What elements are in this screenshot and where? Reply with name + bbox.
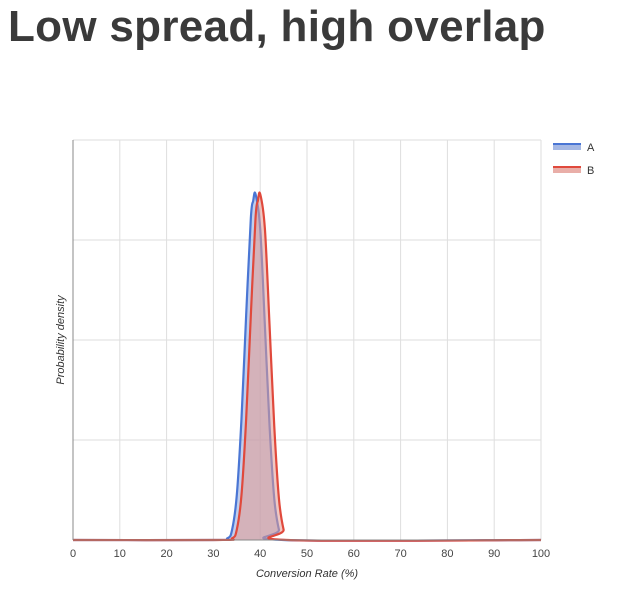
page-title: Low spread, high overlap — [8, 2, 546, 51]
x-tick-labels: 0 10 20 30 40 50 60 70 80 90 100 — [70, 548, 550, 560]
x-tick-label: 90 — [488, 548, 500, 560]
x-tick-label: 40 — [254, 548, 266, 560]
x-tick-label: 10 — [114, 548, 126, 560]
series-line-b — [72, 191, 542, 542]
x-tick-label: 30 — [207, 548, 219, 560]
chart-series — [72, 191, 542, 542]
legend-swatch-a — [553, 144, 581, 150]
x-axis-title: Conversion Rate (%) — [256, 568, 358, 580]
legend-swatch-b — [553, 167, 581, 173]
chart-axes — [72, 140, 541, 541]
legend-label-a: A — [587, 142, 595, 154]
x-tick-label: 50 — [301, 548, 313, 560]
chart-legend: AB — [553, 142, 595, 177]
x-tick-label: 70 — [394, 548, 406, 560]
x-tick-label: 80 — [441, 548, 453, 560]
x-tick-label: 20 — [160, 548, 172, 560]
x-tick-label: 60 — [348, 548, 360, 560]
y-axis-title: Probability density — [55, 294, 67, 385]
chart-grid — [73, 139, 542, 540]
x-tick-label: 100 — [532, 548, 550, 560]
x-tick-label: 0 — [70, 548, 76, 560]
legend-label-b: B — [587, 165, 594, 177]
